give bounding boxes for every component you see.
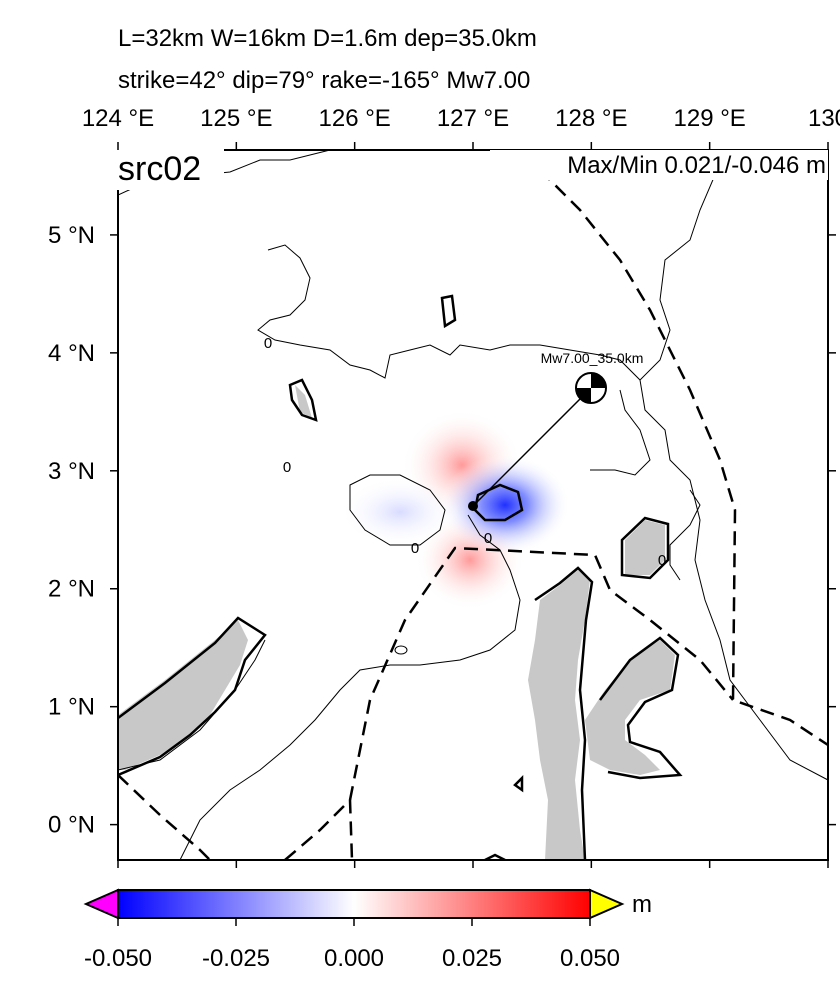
y-tick-label: 0 °N bbox=[48, 812, 95, 839]
y-tick-label: 4 °N bbox=[48, 340, 95, 367]
label-box bbox=[490, 150, 828, 180]
x-tick-label: 125 °E bbox=[200, 105, 272, 132]
subsidence-lobe bbox=[440, 455, 570, 555]
x-tick-label: 130 bbox=[808, 105, 840, 132]
colorbar-unit: m bbox=[632, 891, 652, 918]
subsidence-lobe bbox=[340, 477, 460, 547]
land bbox=[118, 385, 675, 860]
colorbar-tick-label: 0.050 bbox=[560, 945, 620, 972]
colorbar-tick-label: 0.000 bbox=[324, 945, 384, 972]
max-min: Max/Min 0.021/-0.046 m bbox=[567, 152, 826, 179]
colorbar-under bbox=[83, 888, 119, 920]
map-body: Mw7.00_35.0km 0 0 0 0 0 bbox=[118, 150, 828, 860]
x-tick-label: 126 °E bbox=[319, 105, 391, 132]
colorbar bbox=[117, 889, 591, 919]
map-label: src02 bbox=[118, 150, 201, 188]
x-tick-label: 124 °E bbox=[82, 105, 154, 132]
y-tick-label: 2 °N bbox=[48, 576, 95, 603]
plate-boundary bbox=[118, 169, 828, 860]
coastline bbox=[118, 294, 683, 860]
focal-line bbox=[472, 387, 592, 507]
epicenter bbox=[468, 501, 478, 511]
colorbar-tick-label: 0.025 bbox=[442, 945, 502, 972]
event-label: Mw7.00_35.0km bbox=[541, 350, 644, 366]
y-tick-label: 1 °N bbox=[48, 694, 95, 721]
title-line: L=32km W=16km D=1.6m dep=35.0km bbox=[118, 25, 537, 52]
contour-label: 0 bbox=[484, 530, 492, 547]
y-tick-label: 5 °N bbox=[48, 222, 95, 249]
colorbar-over bbox=[589, 888, 625, 920]
x-tick-label: 128 °E bbox=[555, 105, 627, 132]
contour-label: 0 bbox=[283, 459, 291, 476]
contour-label: 0 bbox=[264, 335, 272, 352]
x-tick-label: 129 °E bbox=[674, 105, 746, 132]
colorbar-tick-label: -0.050 bbox=[84, 945, 152, 972]
label-box bbox=[112, 148, 224, 190]
beachball bbox=[575, 372, 607, 404]
colorbar-tick-label: -0.025 bbox=[202, 945, 270, 972]
contour-label: 0 bbox=[658, 552, 666, 569]
x-tick-label: 127 °E bbox=[437, 105, 509, 132]
title-line: strike=42° dip=79° rake=-165° Mw7.00 bbox=[118, 67, 530, 94]
y-tick-label: 3 °N bbox=[48, 458, 95, 485]
contour-label: 0 bbox=[411, 540, 419, 557]
